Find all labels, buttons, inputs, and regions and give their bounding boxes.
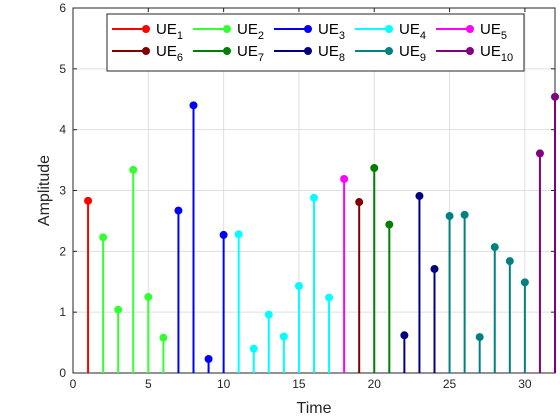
- stem-marker: [415, 191, 424, 200]
- legend-swatch-marker: [223, 47, 231, 55]
- stem-marker: [189, 101, 198, 110]
- stem-marker: [400, 331, 409, 340]
- legend-box: [106, 13, 525, 72]
- x-axis-title: Time: [297, 400, 332, 417]
- axis-ticks: 0 5 10 15 20 25 30 0 1 2 3 4 5 6: [59, 1, 555, 391]
- x-tick-label: 30: [518, 377, 532, 391]
- stem-marker: [264, 310, 273, 319]
- stem-marker: [430, 264, 439, 273]
- stem-marker: [370, 163, 379, 172]
- x-tick-label: 20: [368, 377, 382, 391]
- legend-label: UE8: [318, 43, 345, 64]
- legend-item-ue-1: UE1: [112, 21, 183, 42]
- stem-marker: [174, 206, 183, 215]
- series-ue-2: [99, 165, 168, 373]
- x-tick-label: 10: [217, 377, 231, 391]
- legend-swatch-marker: [142, 47, 150, 55]
- legend-item-ue-8: UE8: [274, 43, 345, 64]
- legend-swatch-marker: [385, 25, 393, 33]
- stem-marker: [325, 293, 334, 302]
- legend-item-ue-7: UE7: [193, 43, 264, 64]
- legend-swatch-marker: [304, 25, 312, 33]
- series-ue-7: [370, 163, 394, 373]
- stem-marker: [99, 233, 108, 242]
- legend-label: UE9: [399, 43, 426, 64]
- legend-swatch-marker: [304, 47, 312, 55]
- stem-marker: [505, 257, 514, 266]
- series-ue-1: [84, 196, 93, 373]
- stem-marks: [84, 92, 559, 373]
- series-ue-10: [535, 92, 559, 373]
- legend-label: UE7: [237, 43, 264, 64]
- stem-marker: [114, 305, 123, 314]
- legend-swatch-marker: [466, 25, 474, 33]
- legend-item-ue-10: UE10: [436, 43, 513, 64]
- legend-label: UE1: [156, 21, 183, 42]
- legend-swatch-marker: [385, 47, 393, 55]
- y-tick-label: 2: [59, 244, 66, 258]
- legend-item-ue-9: UE9: [355, 43, 426, 64]
- y-tick-label: 6: [59, 1, 66, 15]
- stem-marker: [340, 174, 349, 183]
- stem-marker: [249, 344, 258, 353]
- stem-marker: [385, 220, 394, 229]
- legend-label: UE10: [480, 43, 513, 64]
- y-tick-label: 1: [59, 305, 66, 319]
- stem-marker: [355, 198, 364, 207]
- stem-marker: [310, 193, 318, 202]
- stem-marker: [551, 92, 559, 101]
- series-ue-8: [400, 191, 439, 373]
- legend-label: UE5: [480, 21, 507, 42]
- legend-swatch-marker: [223, 25, 231, 33]
- series-ue-3: [174, 101, 228, 373]
- legend-swatch-marker: [142, 25, 150, 33]
- legend-item-ue-3: UE3: [274, 21, 345, 42]
- stem-marker: [520, 278, 529, 287]
- legend-item-ue-4: UE4: [355, 21, 426, 42]
- series-ue-4: [234, 193, 334, 373]
- stem-marker: [294, 282, 303, 291]
- stem-marker: [219, 230, 228, 239]
- series-ue-9: [445, 210, 529, 373]
- y-tick-label: 3: [59, 184, 66, 198]
- legend-label: UE4: [399, 21, 426, 42]
- y-tick-label: 5: [59, 62, 66, 76]
- series-ue-5: [340, 174, 349, 373]
- legend-item-ue-2: UE2: [193, 21, 264, 42]
- series-ue-6: [355, 198, 364, 373]
- stem-marker: [279, 332, 288, 341]
- x-tick-label: 25: [443, 377, 457, 391]
- legend-label: UE6: [156, 43, 183, 64]
- stem-marker: [129, 165, 138, 174]
- legend-label: UE3: [318, 21, 345, 42]
- y-axis-title: Amplitude: [36, 155, 53, 226]
- stem-marker: [159, 333, 168, 342]
- stem-marker: [445, 212, 454, 221]
- stem-marker: [84, 196, 93, 205]
- legend-item-ue-6: UE6: [112, 43, 183, 64]
- stem-marker: [234, 230, 243, 239]
- stem-marker: [490, 243, 499, 252]
- legend: UE1 UE2 UE3 UE4 UE5 UE6 UE7 UE8 UE9 UE10: [106, 13, 525, 72]
- legend-item-ue-5: UE5: [436, 21, 507, 42]
- stem-marker: [204, 355, 213, 364]
- x-tick-label: 5: [145, 377, 152, 391]
- stem-marker: [460, 210, 469, 219]
- x-tick-label: 15: [292, 377, 306, 391]
- legend-swatch-marker: [466, 47, 474, 55]
- stem-marker: [535, 149, 544, 158]
- x-tick-label: 0: [70, 377, 77, 391]
- y-tick-label: 4: [59, 123, 66, 137]
- y-tick-label: 0: [59, 366, 66, 380]
- stem-marker: [144, 292, 153, 301]
- legend-label: UE2: [237, 21, 264, 42]
- stem-marker: [475, 333, 484, 342]
